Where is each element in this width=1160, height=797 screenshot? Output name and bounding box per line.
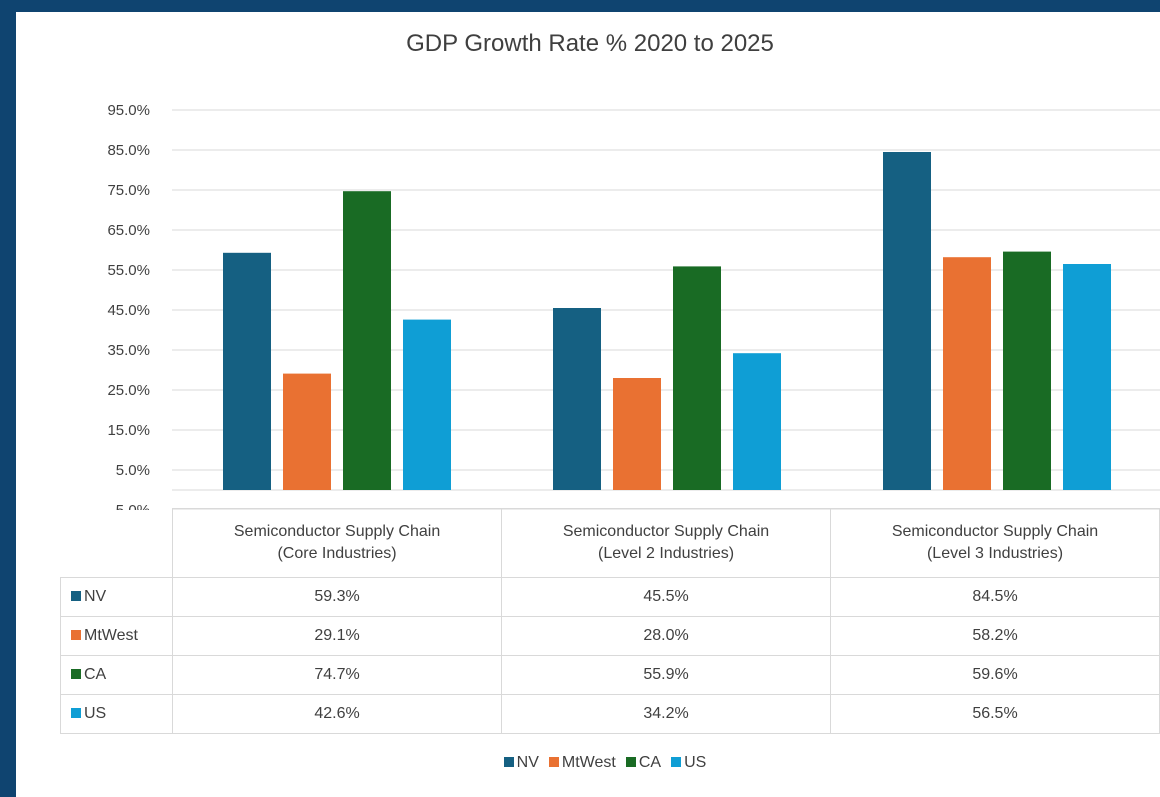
category-label-line: (Core Industries) bbox=[277, 545, 397, 562]
y-tick-label: -5.0% bbox=[111, 502, 150, 510]
category-header: Semiconductor Supply Chain (Level 2 Indus… bbox=[501, 508, 831, 578]
table-header-row: Semiconductor Supply Chain (Core Industri… bbox=[60, 508, 1160, 578]
series-key: NV bbox=[59, 577, 174, 617]
legend-swatch bbox=[625, 757, 636, 767]
legend-item: NV bbox=[503, 754, 539, 772]
bar-us bbox=[1063, 264, 1111, 490]
bar-us bbox=[403, 319, 451, 490]
y-tick-label: 95.0% bbox=[107, 102, 150, 119]
legend-item: CA bbox=[625, 754, 662, 772]
data-label: 58.2% bbox=[830, 616, 1160, 656]
bar-mtwest bbox=[943, 257, 991, 490]
legend-swatch bbox=[548, 757, 559, 767]
legend-swatch bbox=[503, 757, 514, 767]
series-name: US bbox=[84, 705, 107, 722]
data-label: 55.9% bbox=[501, 655, 831, 695]
bar-nv bbox=[883, 152, 931, 490]
data-label: 56.5% bbox=[830, 694, 1160, 734]
legend-key-swatch bbox=[71, 669, 81, 679]
bar-mtwest bbox=[613, 378, 661, 490]
category-header: Semiconductor Supply Chain (Level 3 Indus… bbox=[830, 508, 1160, 578]
y-tick-label: 25.0% bbox=[107, 382, 150, 399]
legend-key-swatch bbox=[71, 708, 81, 718]
data-label: 45.5% bbox=[501, 577, 831, 617]
table-corner bbox=[60, 508, 174, 578]
category-label-line: Semiconductor Supply Chain bbox=[562, 523, 770, 540]
category-label-line: (Level 3 Industries) bbox=[926, 545, 1064, 562]
y-tick-label: 45.0% bbox=[107, 302, 150, 319]
data-label: 59.3% bbox=[172, 577, 503, 617]
category-label-line: (Level 2 Industries) bbox=[597, 545, 735, 562]
bar-us bbox=[733, 353, 781, 490]
legend-label: CA bbox=[638, 754, 662, 771]
bar-nv bbox=[223, 252, 271, 490]
legend-item: US bbox=[671, 754, 706, 772]
legend-key-swatch bbox=[71, 630, 81, 640]
data-label: 34.2% bbox=[501, 694, 831, 734]
y-tick-label: 15.0% bbox=[107, 422, 150, 439]
table-row: MtWest 29.1% 28.0% 58.2% bbox=[59, 616, 1160, 656]
legend-key-swatch bbox=[71, 591, 81, 601]
legend: NV MtWest CA US bbox=[0, 754, 1160, 772]
series-name: MtWest bbox=[84, 627, 138, 644]
series-name: CA bbox=[84, 666, 107, 683]
category-header: Semiconductor Supply Chain (Core Industri… bbox=[172, 508, 503, 578]
bar-ca bbox=[343, 191, 391, 490]
y-tick-label: 35.0% bbox=[107, 342, 150, 359]
data-label: 29.1% bbox=[172, 616, 503, 656]
y-tick-label: 55.0% bbox=[107, 262, 150, 279]
data-label: 28.0% bbox=[501, 616, 831, 656]
data-label: 42.6% bbox=[172, 694, 503, 734]
data-table: Semiconductor Supply Chain (Core Industri… bbox=[59, 508, 1160, 734]
table-row: US 42.6% 34.2% 56.5% bbox=[59, 694, 1160, 734]
legend-item: MtWest bbox=[548, 754, 616, 772]
data-label: 59.6% bbox=[830, 655, 1160, 695]
chart-title: GDP Growth Rate % 2020 to 2025 bbox=[406, 30, 774, 57]
bar-ca bbox=[1003, 251, 1051, 490]
y-tick-label: 75.0% bbox=[107, 182, 150, 199]
bar-nv bbox=[553, 308, 601, 490]
plot-area: 95.0% 85.0% 75.0% 65.0% 55.0% 45.0% 35.0% 25.0%… bbox=[107, 102, 1160, 510]
category-label-line: Semiconductor Supply Chain bbox=[233, 523, 441, 540]
category-label-line: Semiconductor Supply Chain bbox=[891, 523, 1099, 540]
bar-mtwest bbox=[283, 373, 331, 490]
y-tick-label: 65.0% bbox=[107, 222, 150, 239]
legend-label: US bbox=[684, 754, 707, 771]
legend-label: MtWest bbox=[561, 754, 616, 771]
table-row: NV 59.3% 45.5% 84.5% bbox=[59, 577, 1160, 617]
table-row: CA 74.7% 55.9% 59.6% bbox=[59, 655, 1160, 695]
series-key: US bbox=[59, 694, 174, 734]
y-tick-label: 85.0% bbox=[107, 142, 150, 159]
series-key: MtWest bbox=[59, 616, 174, 656]
bar-ca bbox=[673, 266, 721, 490]
series-name: NV bbox=[84, 588, 107, 605]
data-label: 74.7% bbox=[172, 655, 503, 695]
legend-label: NV bbox=[516, 754, 539, 771]
y-tick-label: 5.0% bbox=[116, 462, 150, 479]
series-key: CA bbox=[59, 655, 174, 695]
legend-swatch bbox=[671, 757, 682, 767]
data-label: 84.5% bbox=[830, 577, 1160, 617]
